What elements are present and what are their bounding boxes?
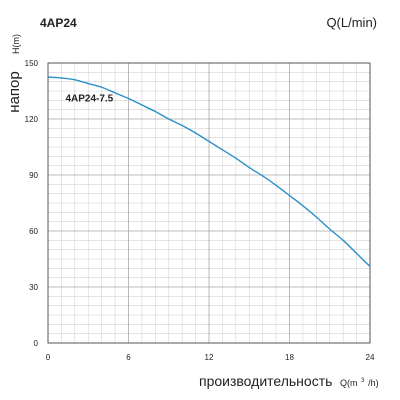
y-tick-label: 120 bbox=[25, 115, 39, 124]
x-axis-label-word: производительность bbox=[199, 373, 332, 389]
series-layer: 4AP24-7.5 bbox=[47, 76, 371, 267]
chart-title: 4AP24 bbox=[40, 16, 77, 30]
series-line bbox=[47, 76, 371, 267]
x-axis-unit-suffix: /h) bbox=[368, 378, 379, 388]
y-tick-label: 90 bbox=[29, 171, 38, 180]
y-tick-label: 150 bbox=[25, 59, 39, 68]
x-tick-label: 0 bbox=[46, 353, 51, 362]
x-tick-label: 6 bbox=[126, 353, 131, 362]
plot-border bbox=[47, 62, 371, 344]
plot-frame bbox=[47, 62, 371, 344]
x-tick-labels: 0 6 12 18 24 bbox=[46, 353, 375, 362]
x-tick-label: 12 bbox=[205, 353, 214, 362]
x-axis-unit-prefix: Q(m bbox=[340, 378, 358, 388]
x-tick-label: 18 bbox=[285, 353, 294, 362]
y-axis-label-word: напор bbox=[6, 71, 23, 112]
x-axis-label: производительность Q(m 3 /h) bbox=[199, 370, 379, 389]
x-axis-unit-sup: 3 bbox=[361, 378, 365, 384]
series-label: 4AP24-7.5 bbox=[65, 93, 113, 104]
y-tick-labels: 0 30 60 90 120 150 bbox=[25, 59, 39, 348]
x-tick-label: 24 bbox=[366, 353, 375, 362]
y-tick-label: 0 bbox=[34, 339, 39, 348]
y-tick-label: 60 bbox=[29, 227, 38, 236]
flow-unit-label: Q(L/min) bbox=[326, 15, 377, 30]
y-axis-label-unit: H(m) bbox=[11, 34, 21, 54]
y-tick-label: 30 bbox=[29, 283, 38, 292]
